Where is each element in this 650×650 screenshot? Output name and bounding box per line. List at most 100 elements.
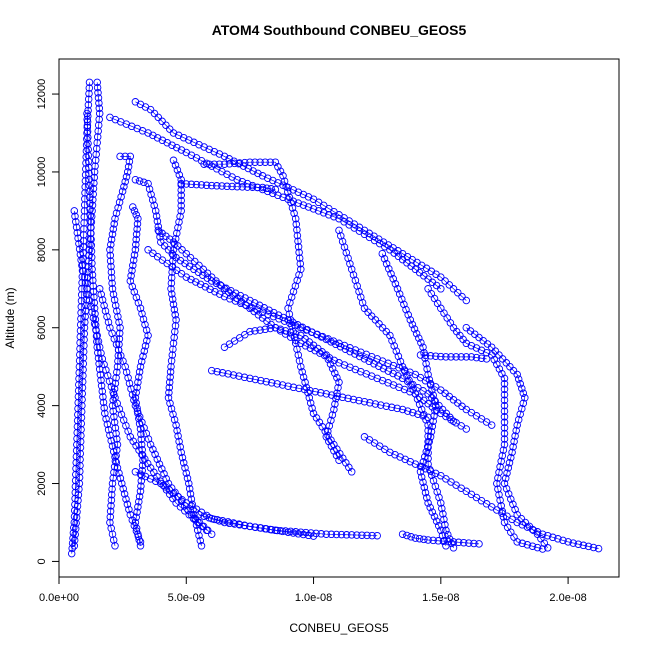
data-point bbox=[128, 516, 137, 524]
data-point bbox=[103, 312, 111, 321]
data-point bbox=[467, 341, 476, 350]
data-point bbox=[260, 304, 268, 312]
data-point bbox=[394, 372, 402, 380]
data-point bbox=[398, 530, 407, 538]
data-point bbox=[289, 186, 297, 194]
data-point bbox=[153, 455, 162, 463]
data-point bbox=[153, 217, 162, 226]
data-point bbox=[137, 471, 146, 480]
data-point bbox=[331, 369, 339, 377]
data-point bbox=[444, 537, 453, 546]
data-point bbox=[91, 321, 100, 329]
data-point bbox=[351, 276, 360, 285]
data-point bbox=[171, 161, 180, 169]
data-point bbox=[187, 510, 196, 519]
data-point bbox=[317, 389, 325, 397]
data-point bbox=[142, 326, 151, 334]
data-point bbox=[513, 518, 521, 527]
data-point bbox=[426, 352, 435, 360]
data-point bbox=[77, 431, 85, 440]
data-point bbox=[169, 410, 177, 418]
data-point bbox=[107, 268, 116, 276]
data-point bbox=[445, 281, 454, 289]
data-point bbox=[80, 201, 89, 209]
data-point bbox=[388, 336, 396, 345]
data-point bbox=[253, 183, 262, 192]
data-point bbox=[113, 362, 122, 371]
data-point bbox=[501, 474, 510, 483]
data-point bbox=[385, 265, 393, 273]
data-point bbox=[98, 387, 107, 396]
data-point bbox=[94, 121, 103, 129]
data-point bbox=[499, 513, 508, 521]
data-point bbox=[141, 320, 149, 329]
data-point bbox=[500, 418, 509, 427]
data-point bbox=[439, 537, 448, 545]
data-point bbox=[470, 539, 478, 548]
data-point bbox=[99, 398, 108, 407]
data-point bbox=[207, 181, 216, 190]
data-point bbox=[442, 526, 450, 535]
x-tick-label: 1.0e-08 bbox=[295, 592, 332, 604]
data-point bbox=[77, 309, 85, 317]
data-point bbox=[254, 169, 262, 178]
data-point bbox=[365, 357, 373, 366]
data-point bbox=[505, 459, 514, 467]
data-point bbox=[390, 342, 398, 350]
data-point bbox=[387, 403, 396, 412]
data-point bbox=[494, 485, 502, 493]
data-point bbox=[511, 432, 519, 440]
data-point bbox=[123, 168, 132, 176]
data-point bbox=[80, 341, 88, 350]
data-point bbox=[437, 526, 445, 535]
data-point bbox=[85, 181, 94, 190]
data-point bbox=[108, 401, 117, 410]
data-point bbox=[107, 490, 116, 499]
data-point bbox=[284, 382, 292, 390]
data-point bbox=[518, 384, 526, 393]
data-point bbox=[300, 385, 309, 394]
data-point bbox=[73, 228, 82, 237]
data-point bbox=[416, 351, 425, 359]
data-point bbox=[503, 469, 511, 477]
data-point bbox=[498, 451, 507, 460]
y-tick-label: 2000 bbox=[36, 471, 48, 495]
data-point bbox=[375, 362, 383, 370]
data-point bbox=[437, 273, 445, 281]
data-point bbox=[108, 479, 117, 488]
data-point bbox=[337, 232, 345, 240]
data-point bbox=[338, 237, 347, 246]
data-point bbox=[291, 282, 300, 290]
data-point bbox=[69, 529, 78, 537]
data-point bbox=[294, 243, 303, 251]
x-axis: 0.0e+00 5.0e-09 1.0e-08 1.5e-08 2.0e-08 bbox=[39, 576, 587, 604]
data-point bbox=[78, 261, 86, 270]
data-point bbox=[166, 399, 174, 408]
data-point bbox=[258, 172, 267, 180]
data-point bbox=[195, 531, 203, 540]
data-point bbox=[111, 453, 119, 461]
data-point bbox=[533, 528, 542, 536]
data-point bbox=[278, 527, 287, 536]
data-point bbox=[284, 528, 292, 536]
data-point bbox=[330, 447, 338, 455]
data-point bbox=[167, 285, 175, 293]
data-point bbox=[189, 514, 198, 523]
data-point bbox=[387, 270, 395, 278]
data-point bbox=[118, 479, 126, 488]
data-point bbox=[90, 179, 98, 187]
data-point bbox=[94, 348, 102, 357]
data-point bbox=[86, 240, 94, 249]
data-point bbox=[379, 364, 388, 373]
data-point bbox=[210, 160, 219, 168]
data-point bbox=[507, 453, 515, 462]
y-tick-label: 0 bbox=[36, 558, 48, 564]
data-point bbox=[175, 437, 183, 446]
data-point bbox=[76, 437, 85, 446]
data-point bbox=[419, 478, 427, 486]
data-point bbox=[509, 443, 517, 451]
data-point bbox=[409, 385, 417, 394]
data-point bbox=[425, 438, 433, 446]
series-12 bbox=[144, 246, 496, 429]
data-point bbox=[112, 458, 121, 467]
